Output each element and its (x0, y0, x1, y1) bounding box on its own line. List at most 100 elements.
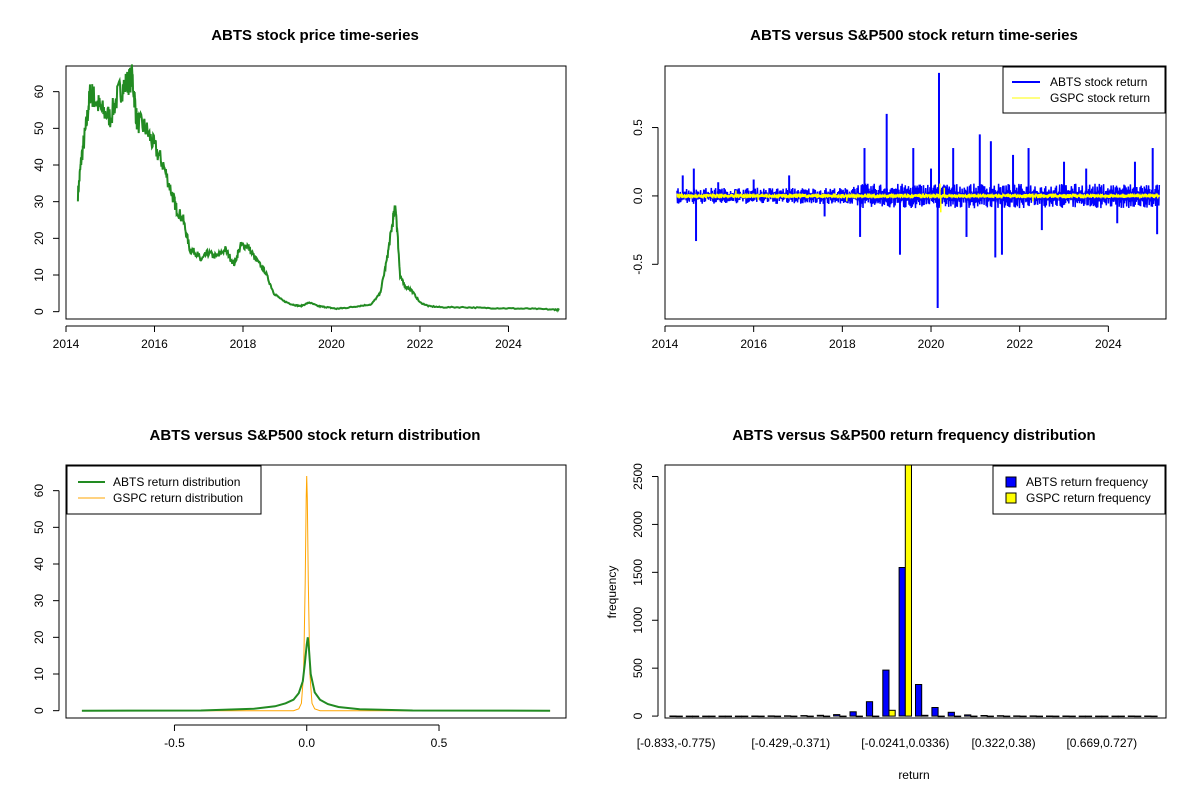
price-y-tick-label: 60 (32, 85, 46, 99)
price-x-tick-label: 2024 (495, 337, 522, 351)
abts-return-series-line (676, 183, 1161, 209)
abts-frequency-bar (1078, 715, 1086, 718)
gspc-frequency-bar (954, 715, 962, 718)
gspc-frequency-bar (1068, 715, 1076, 718)
abts-frequency-bar (751, 715, 759, 717)
abts-frequency-bar (718, 715, 726, 718)
gspc-frequency-bar (970, 715, 978, 718)
price-x-tick-label: 2018 (230, 337, 257, 351)
returns-x-tick-label: 2022 (1006, 337, 1033, 351)
abts-frequency-bar (1029, 715, 1037, 717)
abts-frequency-bar (882, 669, 890, 717)
density-x-tick-label: -0.5 (164, 736, 185, 750)
abts-frequency-bar (702, 715, 710, 718)
price-x-tick-label: 2022 (407, 337, 434, 351)
returns-y-tick-label: -0.5 (631, 254, 645, 275)
gspc-frequency-bar (741, 715, 749, 718)
frequency-y-tick-label: 2000 (631, 511, 645, 538)
abts-frequency-bar (669, 715, 677, 717)
abts-frequency-bar (1062, 715, 1070, 717)
abts-frequency-bar (1144, 715, 1152, 717)
returns-x-tick-label: 2024 (1095, 337, 1122, 351)
gspc-frequency-bar (1101, 715, 1109, 718)
density-axes: -0.5 0.0 0.5 0 10 20 30 40 50 60 (32, 484, 448, 750)
frequency-y-tick-label: 500 (631, 658, 645, 678)
price-y-tick-label: 10 (32, 268, 46, 282)
density-plot-marks (81, 475, 551, 712)
density-y-tick-label: 40 (32, 557, 46, 571)
gspc-return-series-line (676, 192, 1160, 200)
abts-frequency-bar (685, 715, 693, 718)
frequency-x-tick-label: [-0.833,-0.775) (637, 736, 716, 750)
gspc-frequency-bar (1084, 715, 1093, 718)
abts-frequency-bar (1127, 715, 1136, 717)
gspc-frequency-bar (708, 715, 716, 718)
abts-frequency-bar (947, 711, 955, 717)
gspc-density-line (81, 475, 551, 712)
density-y-tick-label: 50 (32, 520, 46, 534)
gspc-frequency-bar (937, 715, 945, 718)
gspc-frequency-bar (986, 715, 994, 718)
abts-frequency-bar (784, 715, 792, 717)
price-x-tick-label: 2020 (318, 337, 345, 351)
abts-frequency-bar (734, 715, 743, 718)
frequency-x-tick-label: [-0.429,-0.371) (751, 736, 830, 750)
price-y-tick-label: 0 (32, 308, 46, 315)
frequency-legend: ABTS return frequency GSPC return freque… (992, 465, 1166, 515)
price-y-tick-label: 30 (32, 195, 46, 209)
density-x-tick-label: 0.5 (431, 736, 448, 750)
gspc-frequency-bar (921, 714, 929, 717)
frequency-y-tick-label: 2500 (631, 463, 645, 490)
returns-plot-frame (664, 65, 1167, 320)
density-x-tick-label: 0.0 (298, 736, 315, 750)
density-legend-label-gspc: GSPC return distribution (113, 491, 243, 505)
frequency-y-tick-label: 0 (631, 712, 645, 719)
frequency-legend-label-gspc: GSPC return frequency (1026, 491, 1151, 505)
abts-frequency-bar (800, 715, 808, 717)
frequency-chart-panel: ABTS versus S&P500 return frequency dist… (605, 427, 1167, 782)
density-y-tick-label: 10 (32, 667, 46, 681)
price-y-tick-label: 20 (32, 231, 46, 245)
gspc-frequency-bar (790, 715, 798, 718)
gspc-frequency-bar (872, 715, 880, 718)
density-chart-panel: ABTS versus S&P500 stock return distribu… (32, 427, 567, 750)
gspc-frequency-bar (1117, 715, 1125, 718)
frequency-y-axis-label: frequency (605, 566, 619, 619)
returns-legend-box (1002, 66, 1166, 114)
returns-legend: ABTS stock return GSPC stock return (1002, 66, 1166, 114)
returns-x-tick-label: 2014 (652, 337, 679, 351)
abts-density-line (81, 637, 551, 712)
abts-frequency-bar (931, 707, 939, 717)
abts-frequency-bar (1046, 715, 1054, 717)
density-legend: ABTS return distribution GSPC return dis… (66, 465, 262, 515)
abts-frequency-bar (767, 715, 775, 717)
gspc-frequency-bar (1052, 715, 1060, 718)
gspc-frequency-bar (823, 715, 831, 718)
returns-chart-panel: ABTS versus S&P500 stock return time-ser… (631, 27, 1167, 351)
density-legend-label-abts: ABTS return distribution (113, 475, 240, 489)
gspc-frequency-bar (757, 715, 765, 718)
frequency-x-axis-label: return (898, 768, 929, 782)
abts-frequency-bar (849, 711, 857, 717)
frequency-x-tick-label: [-0.0241,0.0336) (861, 736, 949, 750)
gspc-frequency-bar (692, 715, 700, 718)
price-series-line (76, 64, 560, 313)
returns-x-tick-label: 2018 (829, 337, 856, 351)
frequency-y-tick-label: 1500 (631, 559, 645, 586)
price-plot-marks (76, 64, 560, 313)
price-axes: 2014 2016 2018 2020 2022 2024 0 10 20 30 40 50 60 (32, 85, 522, 351)
frequency-x-tick-label: [0.669,0.727) (1066, 736, 1137, 750)
frequency-x-tick-label: [0.322,0.38) (972, 736, 1036, 750)
frequency-legend-box (992, 465, 1166, 515)
price-y-tick-label: 40 (32, 158, 46, 172)
abts-frequency-bar (980, 715, 988, 717)
abts-frequency-bar (964, 714, 972, 717)
abts-frequency-bar (865, 701, 874, 717)
frequency-legend-swatch-abts (1005, 476, 1017, 488)
returns-y-tick-label: 0.0 (631, 187, 645, 204)
frequency-plot-frame (664, 464, 1167, 719)
gspc-frequency-bar (773, 715, 782, 718)
returns-plot-marks (676, 72, 1161, 309)
gspc-frequency-bar (1035, 715, 1044, 718)
